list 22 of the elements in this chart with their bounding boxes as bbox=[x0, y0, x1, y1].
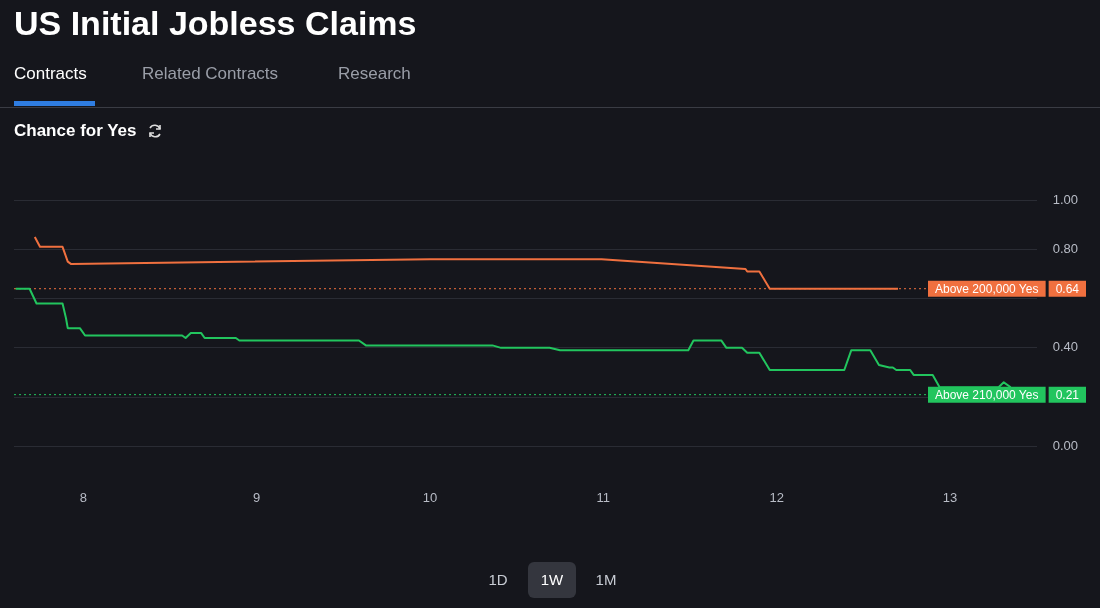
x-tick-label: 13 bbox=[942, 489, 958, 505]
text: 0.64 bbox=[1055, 282, 1080, 297]
text: Contracts bbox=[14, 64, 87, 83]
x-tick-label: 11 bbox=[596, 489, 611, 505]
text: 1W bbox=[540, 571, 564, 588]
text: 1M bbox=[595, 571, 617, 588]
chart-subtitle: Chance for Yes bbox=[14, 121, 137, 141]
x-tick-label: 10 bbox=[422, 489, 438, 505]
text: Related Contracts bbox=[142, 64, 279, 83]
y-tick-label: 0.80 bbox=[1052, 240, 1079, 256]
ref-line-label: Above 210,000 Yes bbox=[935, 387, 1039, 402]
x-tick-label: 9 bbox=[253, 489, 261, 505]
chart-title: US Initial Jobless Claims bbox=[14, 4, 417, 43]
y-tick-label: 0.40 bbox=[1052, 339, 1079, 355]
x-tick-label: 8 bbox=[79, 489, 87, 505]
y-tick-label: 0.00 bbox=[1052, 437, 1079, 453]
text: 0.21 bbox=[1055, 387, 1080, 402]
text: Research bbox=[338, 64, 411, 83]
x-tick-label: 12 bbox=[769, 489, 784, 505]
text: 1D bbox=[488, 571, 508, 588]
ref-line-label: Above 200,000 Yes bbox=[935, 282, 1039, 297]
y-tick-label: 1.00 bbox=[1052, 191, 1079, 207]
